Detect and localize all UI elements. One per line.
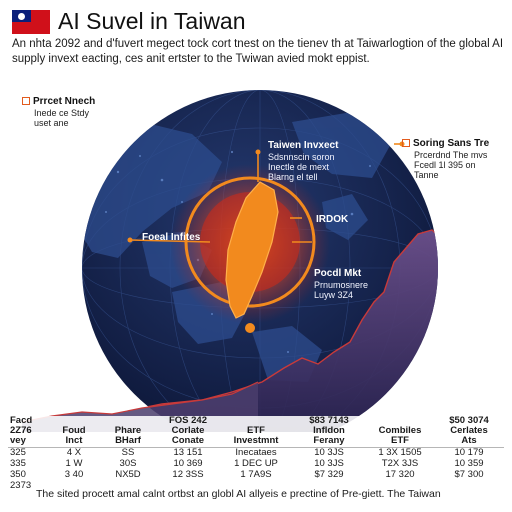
table-cell: 13 151	[173, 446, 203, 458]
column-header: FOS 242 Corlate Conate	[156, 416, 220, 448]
callout-taiwan-invest-line-3: Blarng el tell	[268, 172, 318, 183]
callout-irdok-title: IRDOK	[316, 214, 349, 225]
table-cell: 10 179	[454, 446, 484, 458]
callout-sourcing-trends-line-1: Prcerdnd The mvs	[414, 149, 488, 160]
table-cell: Inecataes	[235, 446, 277, 458]
callout-pocdl-mkt-line-1: Prnumosnere	[314, 279, 369, 290]
table-row: 335 1 W 30S 10 369 1 DEC UP 10 3JS T2X 3…	[8, 457, 504, 470]
callout-taiwan-invest-line-2: Inectle de mext	[268, 161, 330, 172]
intro-line-2: supply invext eacting, ces anit ertster …	[12, 53, 370, 65]
page-title: AI Suvel in Taiwan	[58, 8, 246, 34]
table-cell: SS	[121, 446, 135, 458]
callout-sourcing-trends-line-3: Tanne	[414, 170, 439, 181]
callout-project-market-line-2: uset ane	[34, 117, 69, 128]
table-cell: 3 40	[64, 468, 84, 480]
column-header: Foud Inct	[48, 416, 100, 448]
callout-sourcing-trends-title: Soring Sans Tre	[413, 138, 490, 149]
table-cell: 12 3SS	[172, 468, 204, 480]
column-header: $83 7143 Infldon Ferany	[292, 416, 366, 448]
table-cell: 17 320	[385, 468, 415, 480]
table-cell: 1 W	[65, 457, 83, 469]
callout-square-icon	[402, 139, 410, 148]
table-cell: 1 3X 1505	[378, 446, 422, 458]
flag-sun-icon	[18, 13, 25, 20]
column-header: ETF Investmnt	[220, 416, 292, 448]
callout-taiwan-invest-line-1: Sdsnnscin soron	[268, 151, 335, 162]
callout-sourcing-trends: Soring Sans Tre Prcerdnd The mvs Fcedl 1…	[402, 138, 489, 181]
table-cell: T2X 3JS	[381, 457, 419, 469]
callout-pocdl-mkt-title: Pocdl Mkt	[314, 268, 362, 279]
table-cell: 10 369	[173, 457, 203, 469]
table-cell: 1 7A9S	[240, 468, 272, 480]
taiwan-marker-dot	[245, 323, 255, 333]
column-header: Phare BHarf	[100, 416, 156, 448]
table-cell: 325	[10, 446, 26, 458]
table-cell: 335	[10, 457, 26, 469]
callout-irdok: IRDOK	[316, 214, 348, 226]
globe-illustration	[22, 90, 438, 432]
flag-canton	[12, 10, 31, 22]
callout-project-market-title: Prrcet Nnech	[33, 96, 96, 107]
column-header: $50 3074 Cerlates Ats	[434, 416, 504, 448]
callout-project-market-line-1: Inede ce Stdy	[34, 107, 90, 118]
callout-sourcing-trends-line-2: Fcedl 1l 395 on	[414, 159, 476, 170]
callout-focal-infites-title: Foeal Infites	[142, 232, 201, 243]
table-cell: 2373	[10, 479, 32, 491]
table-cell: $7 329	[314, 468, 344, 480]
table-cell: NX5D	[115, 468, 141, 480]
table-cell: 10 359	[454, 457, 484, 469]
table-cell: 4 X	[66, 446, 82, 458]
table-cell: 350	[10, 468, 26, 480]
table-row: 325 4 X SS 13 151 Inecataes 10 3JS 1 3X …	[8, 447, 504, 458]
callout-pocdl-mkt-line-2: Luyw 3Z4	[314, 289, 354, 300]
table-row: 2373	[8, 479, 504, 492]
table-cell: 10 3JS	[314, 457, 344, 469]
area-chart-fill	[82, 230, 438, 432]
stats-table: Facd 2Z76 vey Foud Inct Phare BHarf FOS …	[8, 416, 504, 492]
column-header: Combiles ETF	[366, 416, 434, 448]
callout-focal-infites: Foeal Infites	[142, 232, 200, 244]
table-cell: 1 DEC UP	[234, 457, 278, 469]
table-cell: 30S	[119, 457, 137, 469]
taiwan-island	[225, 181, 279, 319]
table-left-block: Facd 2Z76 vey	[8, 416, 48, 448]
table-header-row: Facd 2Z76 vey Foud Inct Phare BHarf FOS …	[8, 416, 504, 448]
table-cell: $7 300	[454, 468, 484, 480]
callout-project-market: Prrcet Nnech Inede ce Stdy uset ane	[22, 96, 95, 128]
table-row: 350 3 40 NX5D 12 3SS 1 7A9S $7 329 17 32…	[8, 468, 504, 481]
footer-note: The sited procett amal calnt ortbst an g…	[36, 488, 441, 500]
connector-dots	[127, 141, 405, 243]
area-chart-base-line	[22, 381, 259, 423]
callout-pocdl-mkt: Pocdl Mkt Prnumosnere Luyw 3Z4	[314, 268, 368, 300]
intro-line-1: An nhta 2092 and d'fuvert megect tock co…	[12, 38, 504, 50]
taiwan-flag-icon	[12, 10, 50, 34]
table-cell: 10 3JS	[314, 446, 344, 458]
callout-taiwan-invest-title: Taiwen Invxect	[268, 140, 339, 151]
callout-taiwan-invest: Taiwen Invxect Sdsnnscin soron Inectle d…	[268, 140, 338, 183]
callout-square-icon	[22, 97, 30, 106]
